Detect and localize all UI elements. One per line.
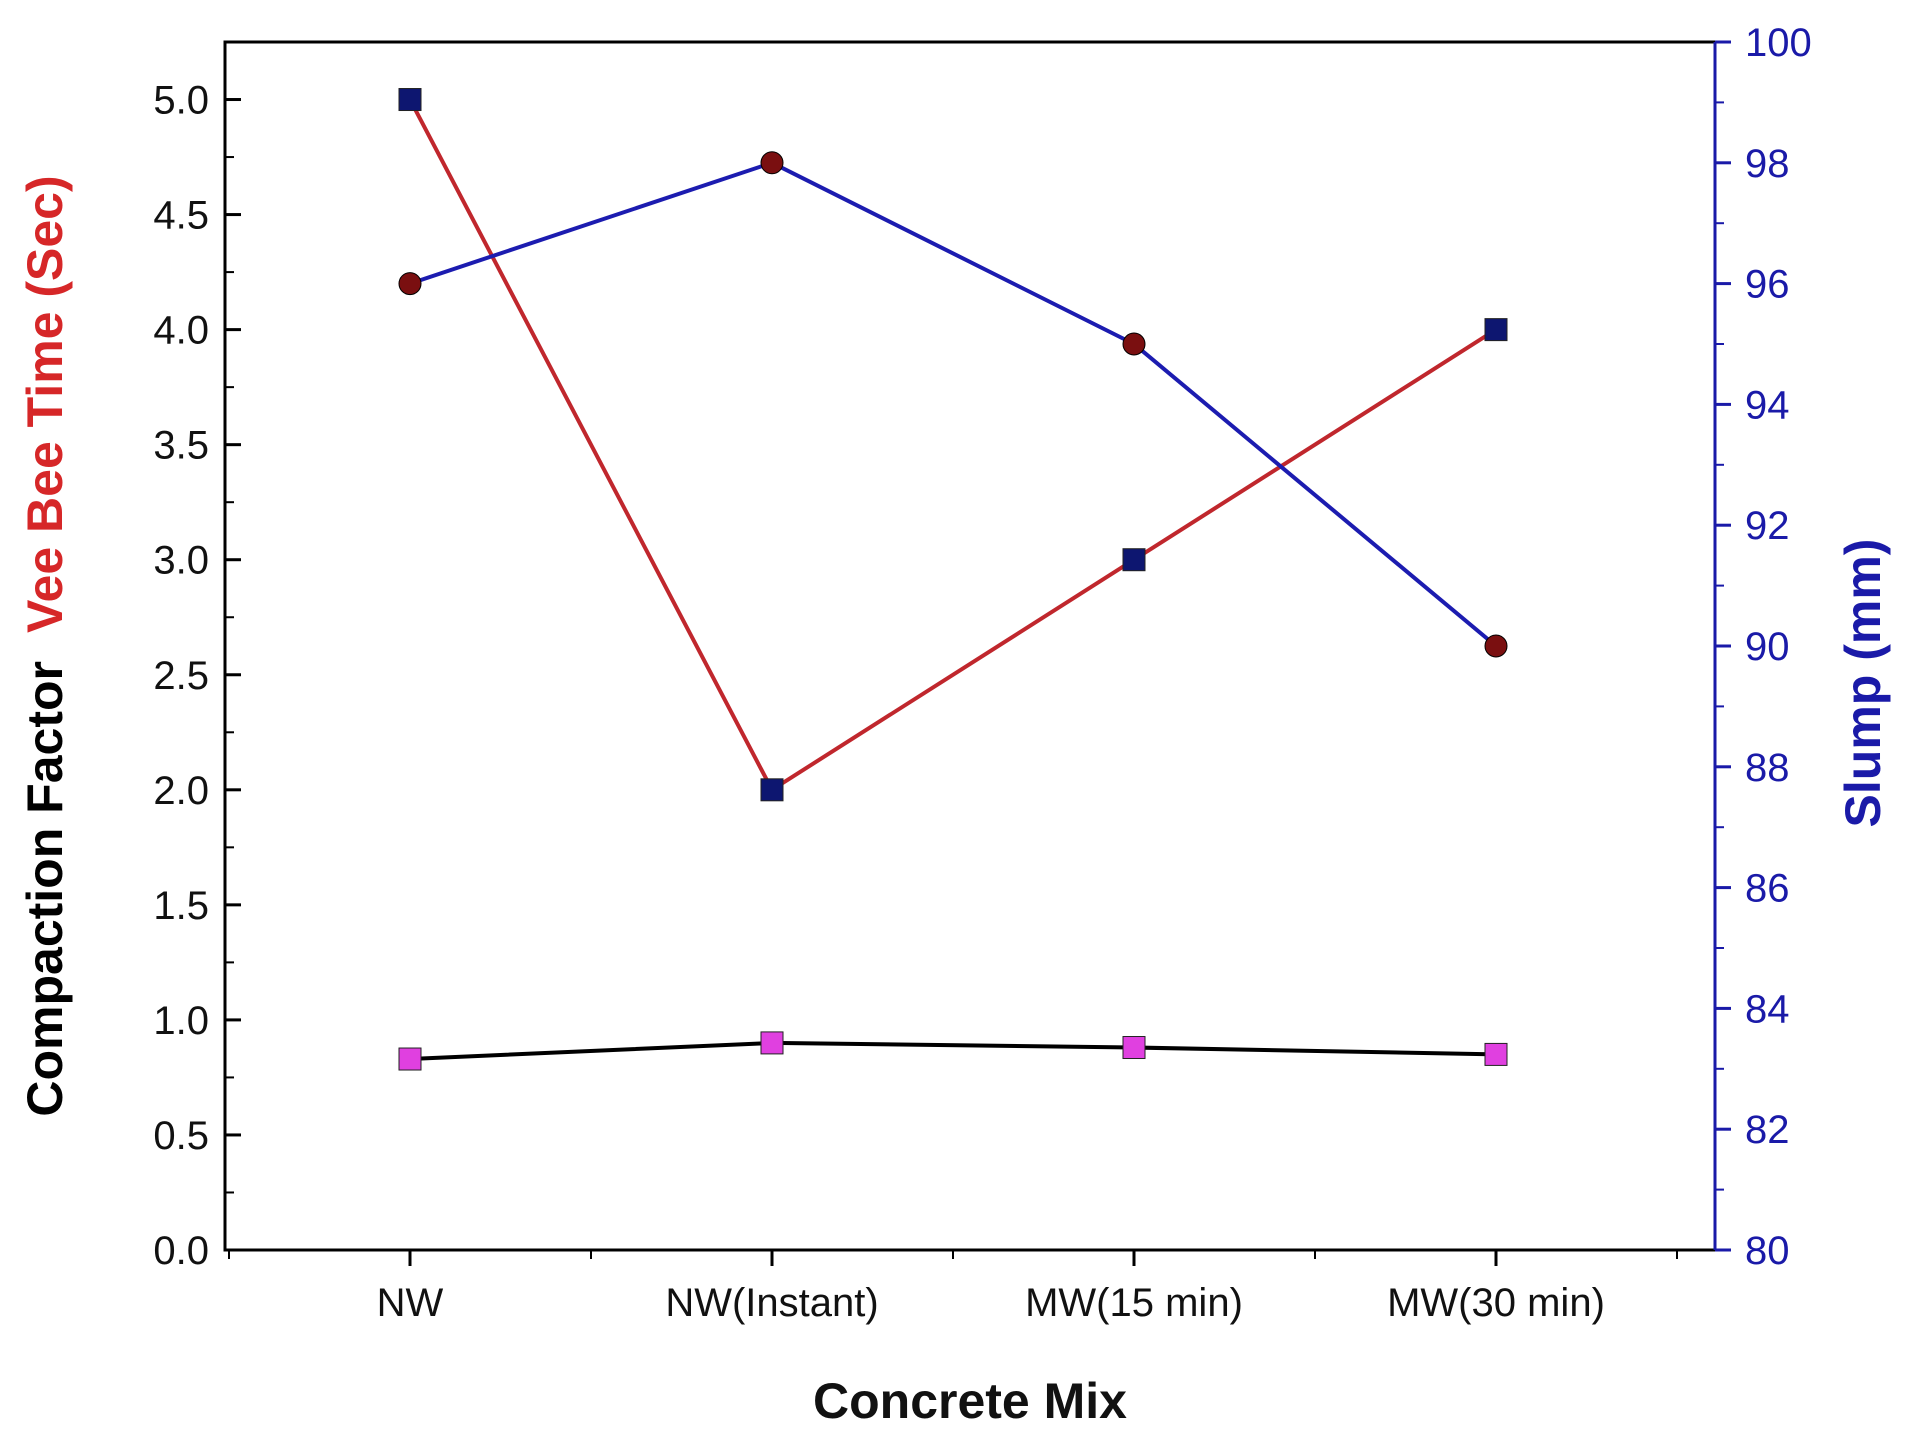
vee-bee-time-sec-point [760, 778, 784, 802]
right-tick-label: 96 [1745, 263, 1790, 307]
left-tick-label: 0.5 [153, 1114, 209, 1158]
slump-mm-line [409, 160, 1498, 648]
vee-bee-time-sec-point [1122, 548, 1146, 572]
x-tick-label: NW(Instant) [665, 1281, 878, 1325]
slump-mm-point [760, 151, 784, 175]
right-tick-label: 80 [1745, 1229, 1790, 1273]
left-axis-title-vee-bee: Vee Bee Time (Sec) [17, 175, 73, 633]
right-tick-label: 82 [1745, 1108, 1790, 1152]
right-tick-label: 94 [1745, 383, 1790, 427]
compaction-factor-point [1484, 1042, 1508, 1066]
compaction-factor-point [398, 1047, 422, 1071]
compaction-factor-point [760, 1031, 784, 1055]
right-tick-label: 100 [1745, 21, 1812, 65]
left-tick-label: 3.5 [153, 424, 209, 468]
slump-mm-point [1484, 634, 1508, 658]
vee-bee-time-sec-point [398, 88, 422, 112]
left-tick-label: 0.0 [153, 1229, 209, 1273]
left-axis-title: Compaction Factor Vee Bee Time (Sec) [17, 175, 73, 1116]
right-tick-label: 98 [1745, 142, 1790, 186]
right-tick-label: 84 [1745, 987, 1790, 1031]
compaction-factor-line [409, 1040, 1497, 1062]
right-tick-label: 86 [1745, 867, 1790, 911]
series-layer [398, 88, 1508, 1071]
slump-mm-point [1122, 332, 1146, 356]
left-tick-label: 4.0 [153, 309, 209, 353]
x-axis-ticks: NW NW(Instant) MW(15 min) MW(30 min) [228, 1250, 1678, 1325]
right-tick-label: 92 [1745, 504, 1790, 548]
right-axis-title: Slump (mm) [1835, 539, 1891, 828]
left-tick-label: 2.5 [153, 654, 209, 698]
x-axis-title: Concrete Mix [813, 1373, 1127, 1429]
right-tick-label: 88 [1745, 746, 1790, 790]
x-tick-label: MW(15 min) [1025, 1281, 1243, 1325]
vee-bee-time-sec-line [408, 98, 1498, 792]
left-axis-title-compaction: Compaction Factor [17, 661, 73, 1117]
left-tick-label: 1.0 [153, 999, 209, 1043]
slump-mm-point [398, 272, 422, 296]
compaction-factor-point [1122, 1036, 1146, 1060]
right-tick-label: 90 [1745, 625, 1790, 669]
left-tick-label: 3.0 [153, 539, 209, 583]
left-tick-label: 5.0 [153, 79, 209, 123]
right-axis-ticks: 80 82 84 86 88 90 92 94 96 98 100 [1713, 21, 1812, 1273]
left-tick-label: 2.0 [153, 769, 209, 813]
vee-bee-time-sec-point [1484, 318, 1508, 342]
x-tick-label: MW(30 min) [1387, 1281, 1605, 1325]
x-tick-label: NW [377, 1281, 444, 1325]
left-tick-label: 4.5 [153, 194, 209, 238]
left-tick-label: 1.5 [153, 884, 209, 928]
left-axis-ticks: 0.0 0.5 1.0 1.5 2.0 2.5 3.0 3.5 4.0 4.5 5.0 [153, 79, 241, 1273]
